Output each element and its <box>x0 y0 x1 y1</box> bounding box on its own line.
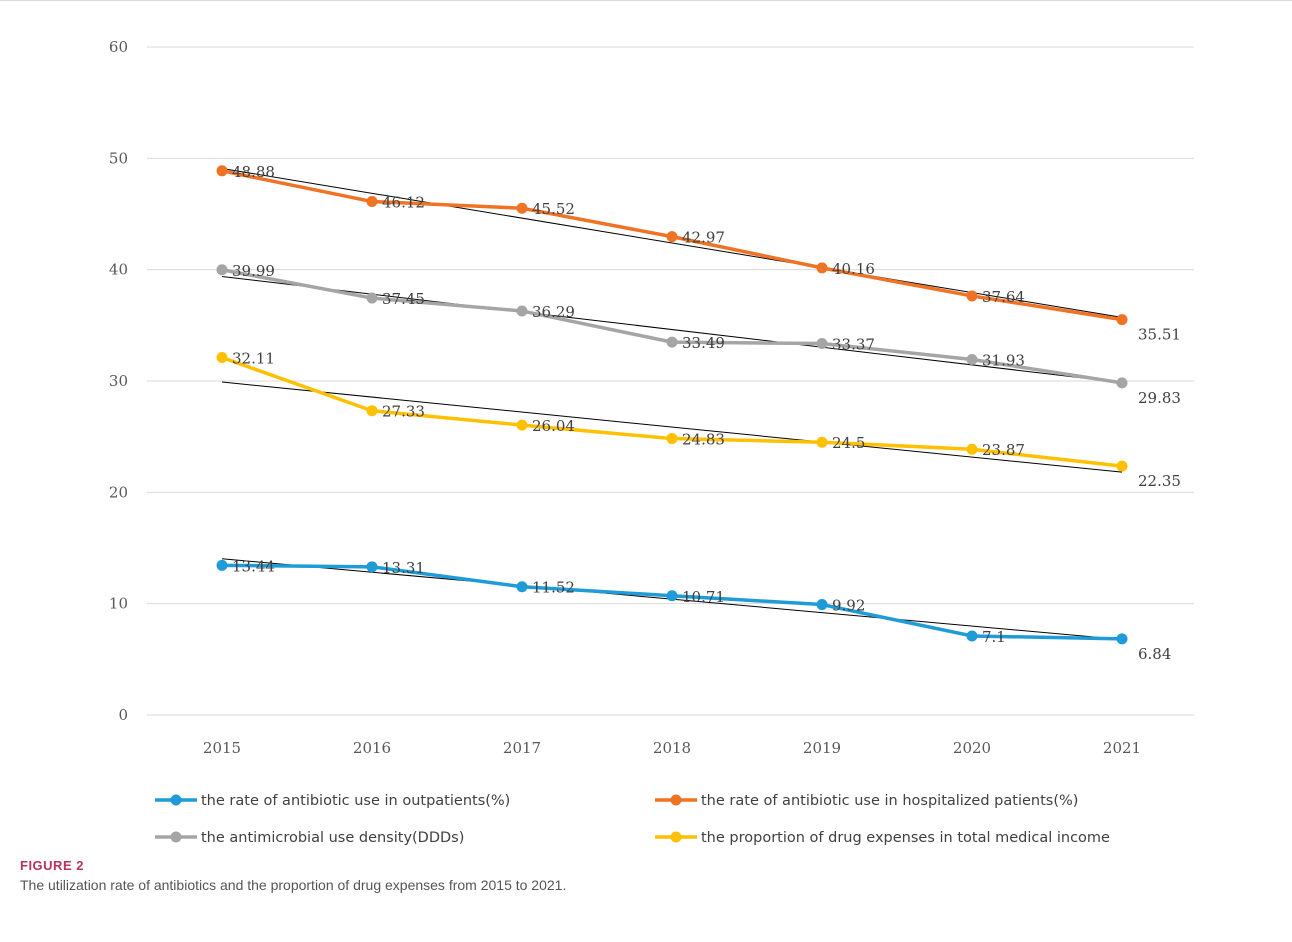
data-label: 10.71 <box>682 588 725 606</box>
data-label: 33.37 <box>832 335 875 353</box>
data-label: 26.04 <box>532 417 575 435</box>
data-point <box>216 559 228 571</box>
data-label: 35.51 <box>1138 326 1181 344</box>
x-tick-label: 2015 <box>203 739 241 757</box>
data-point <box>1116 314 1128 326</box>
data-label: 23.87 <box>982 441 1025 459</box>
data-label: 22.35 <box>1138 472 1181 490</box>
legend-swatch-marker <box>670 794 682 806</box>
data-label: 32.11 <box>232 350 275 368</box>
legend-swatch-marker <box>170 794 182 806</box>
y-tick-label: 0 <box>118 706 128 724</box>
data-label: 46.12 <box>382 194 425 212</box>
legend-item: the rate of antibiotic use in hospitaliz… <box>655 793 1078 809</box>
x-tick-label: 2020 <box>953 739 991 757</box>
y-tick-label: 20 <box>109 483 128 501</box>
data-point <box>966 630 978 642</box>
figure-label: FIGURE 2 <box>20 858 84 873</box>
x-tick-label: 2016 <box>353 739 391 757</box>
data-label: 13.44 <box>232 557 275 575</box>
legend-swatch-marker <box>170 831 182 843</box>
trendline <box>221 381 1123 473</box>
data-point <box>516 419 528 431</box>
figure-caption-text: The utilization rate of antibiotics and … <box>20 877 567 893</box>
y-tick-label: 40 <box>109 261 128 279</box>
data-label: 6.84 <box>1138 645 1171 663</box>
data-point <box>366 405 378 417</box>
data-label: 24.83 <box>682 431 725 449</box>
data-point <box>966 354 978 366</box>
x-axis-ticks: 2015 2016 2017 2018 2019 2020 2021 <box>203 739 1141 757</box>
legend-label: the antimicrobial use density(DDDs) <box>201 830 464 846</box>
data-point <box>366 196 378 208</box>
data-point <box>816 337 828 349</box>
legend-label: the proportion of drug expenses in total… <box>701 830 1110 846</box>
data-label: 27.33 <box>382 403 425 421</box>
data-label: 37.64 <box>982 288 1025 306</box>
data-point <box>966 290 978 302</box>
legend-label: the rate of antibiotic use in hospitaliz… <box>701 793 1078 809</box>
y-tick-label: 50 <box>109 149 128 167</box>
data-point <box>1116 633 1128 645</box>
data-point <box>816 599 828 611</box>
data-point <box>666 590 678 602</box>
legend: the rate of antibiotic use in outpatient… <box>155 793 1110 846</box>
data-point <box>1116 377 1128 389</box>
data-label: 13.31 <box>382 559 425 577</box>
data-label: 39.99 <box>232 262 275 280</box>
y-tick-label: 30 <box>109 372 128 390</box>
data-point <box>966 443 978 455</box>
data-label: 7.1 <box>982 628 1006 646</box>
y-axis-ticks: 0 10 20 30 40 50 60 <box>109 38 128 724</box>
data-point <box>816 262 828 274</box>
legend-label: the rate of antibiotic use in outpatient… <box>201 793 510 809</box>
data-point <box>1116 460 1128 472</box>
data-point <box>216 165 228 177</box>
data-point <box>366 561 378 573</box>
data-label: 37.45 <box>382 290 425 308</box>
data-label: 29.83 <box>1138 389 1181 407</box>
x-tick-label: 2018 <box>653 739 691 757</box>
legend-item: the proportion of drug expenses in total… <box>655 830 1110 846</box>
data-label: 40.16 <box>832 260 875 278</box>
x-tick-label: 2017 <box>503 739 541 757</box>
data-label: 42.97 <box>682 229 725 247</box>
data-point <box>816 436 828 448</box>
data-label: 45.52 <box>532 200 575 218</box>
data-labels: 13.44 13.31 11.52 10.71 9.92 7.1 6.84 48.88 46.1… <box>232 163 1181 663</box>
data-point <box>516 581 528 593</box>
legend-item: the rate of antibiotic use in outpatient… <box>155 793 510 809</box>
x-tick-label: 2019 <box>803 739 841 757</box>
data-point <box>216 352 228 364</box>
data-point <box>516 305 528 317</box>
data-label: 36.29 <box>532 303 575 321</box>
y-tick-label: 10 <box>109 595 128 613</box>
gridlines <box>147 46 1194 716</box>
data-label: 33.49 <box>682 334 725 352</box>
data-label: 24.5 <box>832 434 865 452</box>
data-point <box>516 202 528 214</box>
data-point <box>366 292 378 304</box>
series-points <box>216 165 1128 645</box>
data-point <box>666 433 678 445</box>
data-point <box>666 336 678 348</box>
data-label: 31.93 <box>982 352 1025 370</box>
legend-swatch-marker <box>670 831 682 843</box>
legend-item: the antimicrobial use density(DDDs) <box>155 830 464 846</box>
x-tick-label: 2021 <box>1103 739 1141 757</box>
y-tick-label: 60 <box>109 38 128 56</box>
data-point <box>666 231 678 243</box>
data-label: 48.88 <box>232 163 275 181</box>
figure-caption: FIGURE 2 The utilization rate of antibio… <box>20 858 1270 893</box>
data-label: 11.52 <box>532 579 575 597</box>
data-label: 9.92 <box>832 597 865 615</box>
data-point <box>216 264 228 276</box>
